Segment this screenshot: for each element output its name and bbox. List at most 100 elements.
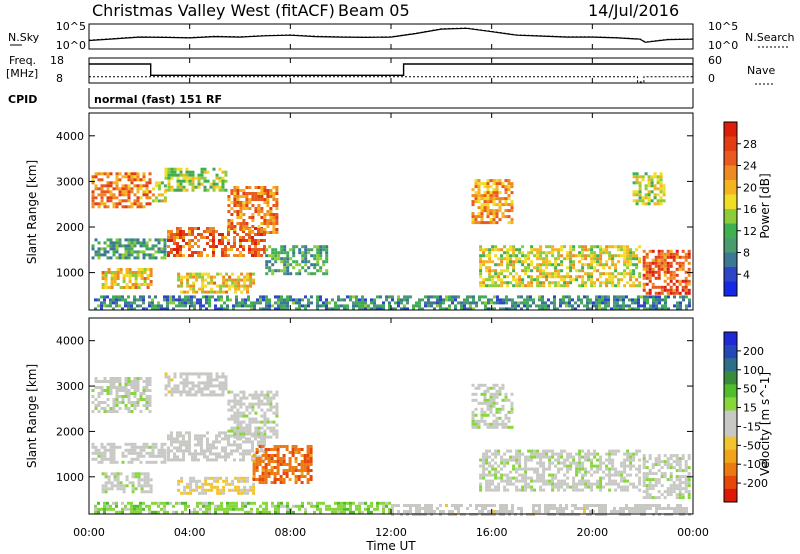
- heatmap-cell: [222, 284, 226, 288]
- heatmap-cell: [527, 254, 531, 258]
- heatmap-cell: [580, 301, 583, 305]
- heatmap-cell: [578, 488, 582, 492]
- heatmap-cell: [236, 192, 240, 195]
- heatmap-cell: [271, 269, 275, 273]
- heatmap-cell: [252, 478, 256, 481]
- heatmap-cell: [224, 179, 228, 183]
- heatmap-cell: [566, 272, 570, 276]
- heatmap-cell: [149, 478, 153, 482]
- heatmap-cell: [245, 452, 248, 456]
- heatmap-cell: [130, 304, 133, 308]
- heatmap-cell: [128, 280, 132, 283]
- heatmap-cell: [557, 251, 561, 255]
- heatmap-cell: [581, 251, 585, 255]
- heatmap-cell: [669, 493, 673, 497]
- heatmap-cell: [631, 298, 634, 302]
- heatmap-cell: [97, 193, 101, 197]
- heatmap-cell: [316, 248, 320, 252]
- heatmap-cell: [280, 501, 283, 505]
- heatmap-cell: [217, 507, 220, 511]
- heatmap-cell: [412, 304, 415, 308]
- heatmap-cell: [233, 411, 237, 415]
- heatmap-cell: [666, 288, 670, 292]
- heatmap-cell: [679, 504, 682, 507]
- heatmap-cell: [148, 398, 152, 401]
- heatmap-cell: [515, 281, 519, 285]
- heatmap-cell: [200, 233, 203, 236]
- heatmap-cell: [124, 395, 128, 398]
- heatmap-cell: [207, 290, 211, 294]
- heatmap-cell: [672, 460, 676, 464]
- heatmap-cell: [648, 261, 652, 265]
- heatmap-cell: [391, 298, 394, 302]
- heatmap-cell: [523, 304, 526, 308]
- heatmap-cell: [611, 275, 615, 279]
- heatmap-cell: [653, 202, 657, 206]
- heatmap-cell: [263, 222, 267, 225]
- heatmap-cell: [251, 455, 254, 459]
- heatmap-cell: [177, 275, 181, 279]
- heatmap-cell: [599, 254, 603, 258]
- heatmap-cell: [524, 266, 528, 270]
- heatmap-cell: [220, 501, 223, 505]
- heatmap-cell: [188, 239, 191, 242]
- heatmap-cell: [275, 219, 279, 222]
- heatmap-cell: [300, 463, 304, 466]
- heatmap-cell: [182, 176, 186, 180]
- heatmap-cell: [191, 185, 195, 189]
- heatmap-cell: [632, 458, 636, 462]
- heatmap-cell: [189, 488, 193, 492]
- heatmap-cell: [620, 464, 624, 468]
- heatmap-cell: [532, 510, 535, 513]
- heatmap-cell: [599, 272, 603, 276]
- heatmap-cell: [216, 272, 220, 276]
- heatmap-cell: [214, 504, 217, 508]
- heatmap-cell: [424, 304, 427, 308]
- heatmap-cell: [370, 501, 373, 505]
- heatmap-cell: [231, 278, 235, 282]
- heatmap-cell: [145, 398, 149, 401]
- heatmap-cell: [142, 380, 146, 383]
- heatmap-cell: [532, 507, 535, 510]
- heatmap-cell: [239, 437, 242, 441]
- heatmap-cell: [648, 276, 652, 280]
- heatmap-cell: [214, 307, 217, 311]
- heatmap-cell: [212, 179, 216, 183]
- heatmap-cell: [298, 248, 302, 252]
- heatmap-cell: [275, 222, 279, 225]
- heatmap-cell: [190, 295, 193, 299]
- heatmap-cell: [300, 454, 304, 457]
- heatmap-cell: [164, 188, 168, 192]
- heatmap-cell: [489, 185, 493, 189]
- heatmap-cell: [430, 301, 433, 305]
- heatmap-cell: [566, 467, 570, 471]
- heatmap-cell: [255, 478, 259, 481]
- heatmap-cell: [587, 275, 591, 279]
- heatmap-cell: [645, 478, 649, 482]
- heatmap-cell: [133, 377, 137, 380]
- heatmap-cell: [236, 414, 240, 418]
- heatmap-cell: [254, 417, 258, 421]
- heatmap-cell: [121, 395, 125, 398]
- heatmap-cell: [263, 239, 266, 242]
- heatmap-cell: [127, 193, 131, 197]
- heatmap-cell: [130, 401, 134, 404]
- heatmap-cell: [512, 263, 516, 267]
- heatmap-cell: [580, 507, 583, 510]
- heatmap-cell: [133, 504, 136, 508]
- heatmap-cell: [130, 451, 134, 455]
- heatmap-cell: [148, 395, 152, 398]
- heatmap-cell: [286, 260, 290, 264]
- heatmap-cell: [569, 254, 573, 258]
- heatmap-cell: [598, 507, 601, 510]
- heatmap-cell: [115, 389, 119, 392]
- heatmap-cell: [548, 275, 552, 279]
- heatmap-cell: [530, 452, 534, 456]
- heatmap-cell: [526, 307, 529, 311]
- heatmap-cell: [148, 451, 152, 455]
- heatmap-cell: [629, 254, 633, 258]
- heatmap-cell: [237, 281, 241, 285]
- x-tick-label: 04:00: [174, 526, 206, 539]
- heatmap-cell: [664, 304, 667, 308]
- heatmap-cell: [492, 203, 496, 207]
